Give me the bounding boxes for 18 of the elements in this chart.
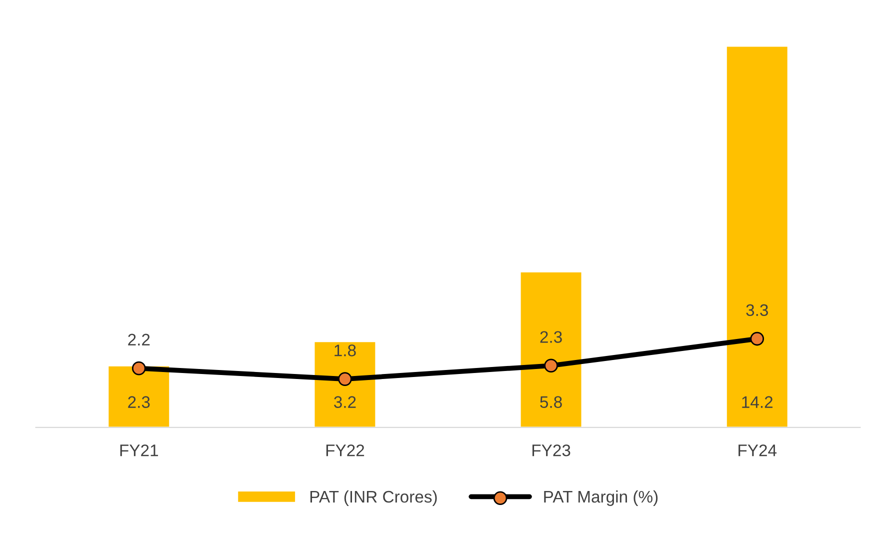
data-label: 2.3: [128, 396, 150, 408]
data-label: 2.2: [128, 334, 150, 346]
x-tick-label: FY24: [738, 444, 777, 456]
bar: [313, 340, 377, 428]
data-label: 5.8: [540, 396, 562, 408]
bar: [107, 364, 170, 428]
data-label: 2.3: [540, 331, 562, 343]
legend-label: PAT (INR Crores): [310, 490, 437, 506]
data-label: 3.3: [746, 304, 768, 316]
data-label: 3.2: [334, 396, 356, 408]
x-tick-label: FY23: [532, 444, 570, 456]
bar: [726, 45, 789, 428]
data-label: 14.2: [742, 396, 773, 408]
legend-label: PAT Margin (%): [544, 490, 658, 506]
bar: [519, 270, 583, 428]
x-tick-label: FY21: [120, 444, 158, 456]
data-label: 1.8: [334, 344, 356, 356]
x-tick-label: FY22: [326, 444, 364, 456]
